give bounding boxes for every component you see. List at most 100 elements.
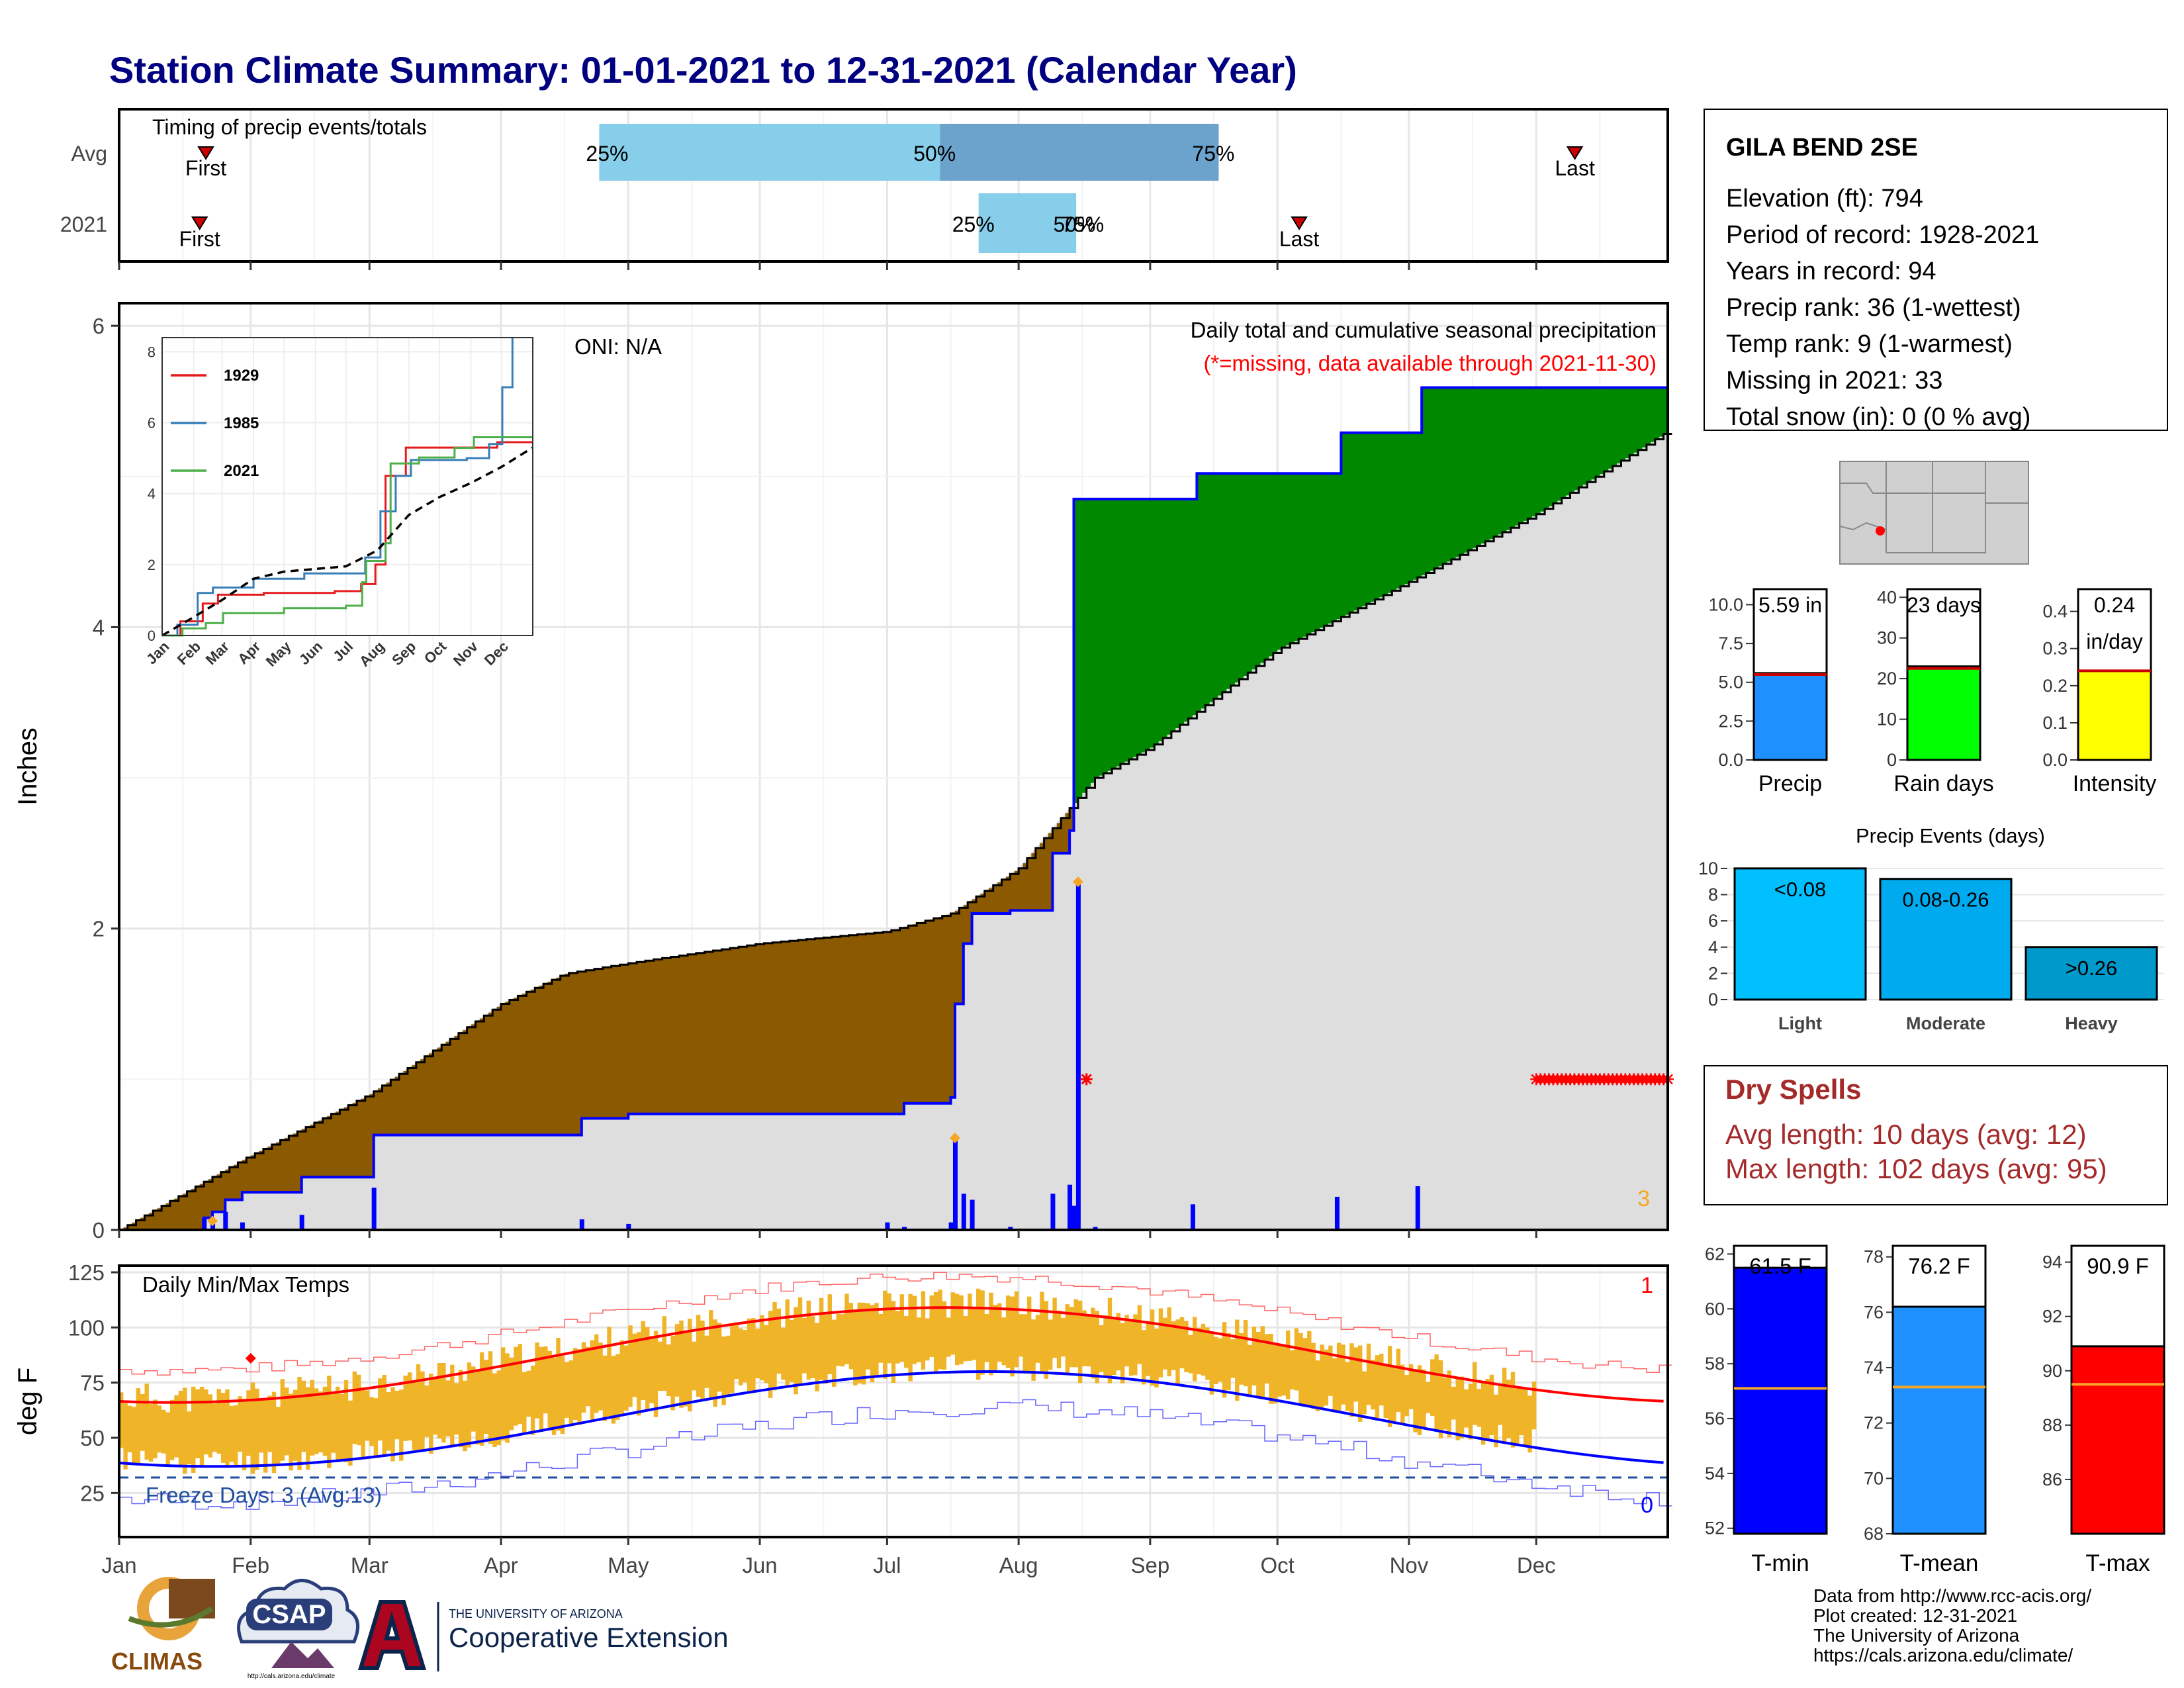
temp-bar-y-tick-label: 94 <box>2042 1252 2062 1272</box>
daily-precip-bar <box>223 1211 228 1230</box>
summary-y-tick-label: 30 <box>1877 628 1897 648</box>
daily-precip-bar <box>1415 1186 1420 1230</box>
precip-panel-title: Daily total and cumulative seasonal prec… <box>1191 318 1657 342</box>
precip-y-tick-label: 4 <box>93 615 105 639</box>
footer-line-url: https://cals.arizona.edu/climate/ <box>1813 1645 2073 1665</box>
timing-avg-p50-label: 50% <box>913 142 956 165</box>
daily-precip-bar <box>1334 1196 1340 1230</box>
daily-precip-bar <box>579 1219 584 1230</box>
summary-y-tick-label: 10 <box>1877 710 1897 729</box>
station-elevation: Elevation (ft): 794 <box>1726 185 1923 212</box>
csap-logo: CSAP http://cals.arizona.edu/climate <box>237 1579 360 1680</box>
station-missing: Missing in 2021: 33 <box>1726 367 1942 395</box>
temp-summary-bars: 52 54 56 58 60 62 61.5 F T-min 68 70 72 74 76 78 76.2 … <box>1705 1244 2165 1576</box>
timing-2021-p50-label: 50% <box>1053 212 1095 236</box>
precip-y-tick-label: 0 <box>93 1218 105 1243</box>
summary-y-tick-label: 5.0 <box>1718 673 1743 692</box>
month-x-axis: Jan Feb Mar Apr May Jun Jul Aug Sep Oct Nov Dec <box>101 1537 1556 1577</box>
station-snow: Total snow (in): 0 (0 % avg) <box>1726 403 2030 431</box>
event-max-marker <box>1072 876 1083 888</box>
temp-bar-y-tick-label: 58 <box>1705 1354 1725 1374</box>
dry-spells-frame <box>1704 1065 2168 1205</box>
temp-bar-category-label: T-max <box>2085 1550 2150 1576</box>
freeze-days-label: Freeze Days: 3 (Avg:13) <box>146 1483 382 1507</box>
temp-y-axis-label: deg F <box>13 1368 42 1435</box>
record-temp-marker <box>245 1353 256 1364</box>
precip-events-title: Precip Events (days) <box>1856 824 2045 847</box>
events-bar-label: >0.26 <box>2066 957 2117 980</box>
temp-bar-y-tick-label: 74 <box>1864 1358 1884 1378</box>
timing-avg-last-label: Last <box>1555 156 1595 180</box>
inset-avg-line <box>161 446 533 637</box>
timing-avg-p25-label: 25% <box>586 142 628 165</box>
temp-bar-y-tick-label: 52 <box>1705 1519 1725 1538</box>
ua-logo-big-text: Cooperative Extension <box>449 1622 729 1653</box>
above-average-fill <box>1073 387 1668 803</box>
temp-bar-y-tick-label: 54 <box>1705 1464 1725 1483</box>
precip-panel: 0 2 4 6 Inches Daily total and cumulative s… <box>13 302 1674 1243</box>
temp-bar-value-label: 90.9 F <box>2087 1254 2149 1278</box>
record-high-line <box>118 1272 1672 1376</box>
cumulative-2021-line <box>119 386 1668 1231</box>
precip-y-tick-label: 6 <box>93 314 105 338</box>
events-bar <box>1733 867 1867 1001</box>
temp-bar-y-tick-label: 72 <box>1864 1413 1884 1433</box>
timing-2021-last-label: Last <box>1279 227 1320 251</box>
precip-corner-count: 3 <box>1637 1186 1650 1211</box>
daily-temp-bars <box>119 1288 1537 1474</box>
footer-line-data: Data from http://www.rcc-acis.org/ <box>1813 1585 2091 1606</box>
events-plot: 0 2 4 6 8 10 <0.08 Light 0.08-0.26 Moderate >0.26 H… <box>1698 859 2164 1033</box>
daily-precip-bar <box>1071 1205 1077 1230</box>
precip-missing-note: (*=missing, data available through 2021-… <box>1203 351 1657 375</box>
avg-min-temp-line <box>118 1370 1664 1468</box>
summary-y-tick-label: 0.4 <box>2042 602 2068 622</box>
month-label: Dec <box>1517 1553 1556 1577</box>
temp-bar-category-label: T-min <box>1751 1550 1809 1576</box>
month-label: Nov <box>1390 1553 1429 1577</box>
daily-precip-bar <box>299 1215 304 1230</box>
temp-bar-value-label: 76.2 F <box>1908 1254 1970 1278</box>
summary-y-tick-label: 2.5 <box>1718 711 1743 731</box>
daily-precip-bar <box>970 1199 975 1230</box>
temp-bar-y-tick-label: 62 <box>1705 1244 1725 1264</box>
timing-avg-bar-upper <box>940 124 1219 181</box>
timing-label: Timing of precip events/totals <box>152 115 427 139</box>
temp-bar-y-tick-label: 60 <box>1705 1299 1725 1319</box>
csap-logo-text: CSAP <box>252 1600 326 1629</box>
temp-bar-y-tick-label: 78 <box>1864 1247 1884 1267</box>
inset-x-tick-label: May <box>263 637 295 669</box>
temp-bar-y-tick-label: 56 <box>1705 1409 1725 1429</box>
inset-x-tick-label: Aug <box>356 638 388 670</box>
summary-y-tick-label: 20 <box>1877 669 1897 688</box>
below-average-fill <box>123 808 1074 1230</box>
event-max-marker <box>207 1215 218 1227</box>
inset-x-tick-label: Jul <box>330 638 356 665</box>
timing-avg-first-label: First <box>185 156 226 180</box>
station-name: GILA BEND 2SE <box>1726 134 1918 162</box>
inset-frame <box>161 337 533 636</box>
temp-bar-value <box>1891 1305 1987 1535</box>
month-label: May <box>608 1553 649 1577</box>
daily-precip-bar <box>1050 1194 1056 1230</box>
events-y-tick-label: 8 <box>1708 885 1718 905</box>
daily-precip-bar <box>240 1222 245 1230</box>
footer-line-created: Plot created: 12-31-2021 <box>1813 1605 2017 1626</box>
summary-bar-category-label: Intensity <box>2073 771 2157 796</box>
inset-x-tick-label: Feb <box>174 638 204 668</box>
inset-legend-label: 1985 <box>224 414 259 432</box>
summary-bar-value-unit: in/day <box>2086 630 2142 653</box>
temp-y-axis: 25 50 75 100 125 <box>68 1260 119 1505</box>
climas-logo: CLIMAS <box>111 1577 215 1675</box>
month-label: Jan <box>101 1553 136 1577</box>
daily-precip-bar <box>626 1223 631 1230</box>
station-temp-rank: Temp rank: 9 (1-warmest) <box>1726 330 2013 358</box>
events-category-label: Light <box>1778 1013 1822 1033</box>
timing-2021-bar <box>978 193 1077 253</box>
daily-precip-bar <box>1190 1204 1195 1230</box>
summary-y-tick-label: 0.3 <box>2042 639 2068 659</box>
inset-legend-label: 2021 <box>224 462 259 480</box>
month-label: Jun <box>742 1553 777 1577</box>
temp-corner-bottom: 0 <box>1641 1493 1653 1518</box>
daily-precip-bar <box>948 1222 954 1230</box>
